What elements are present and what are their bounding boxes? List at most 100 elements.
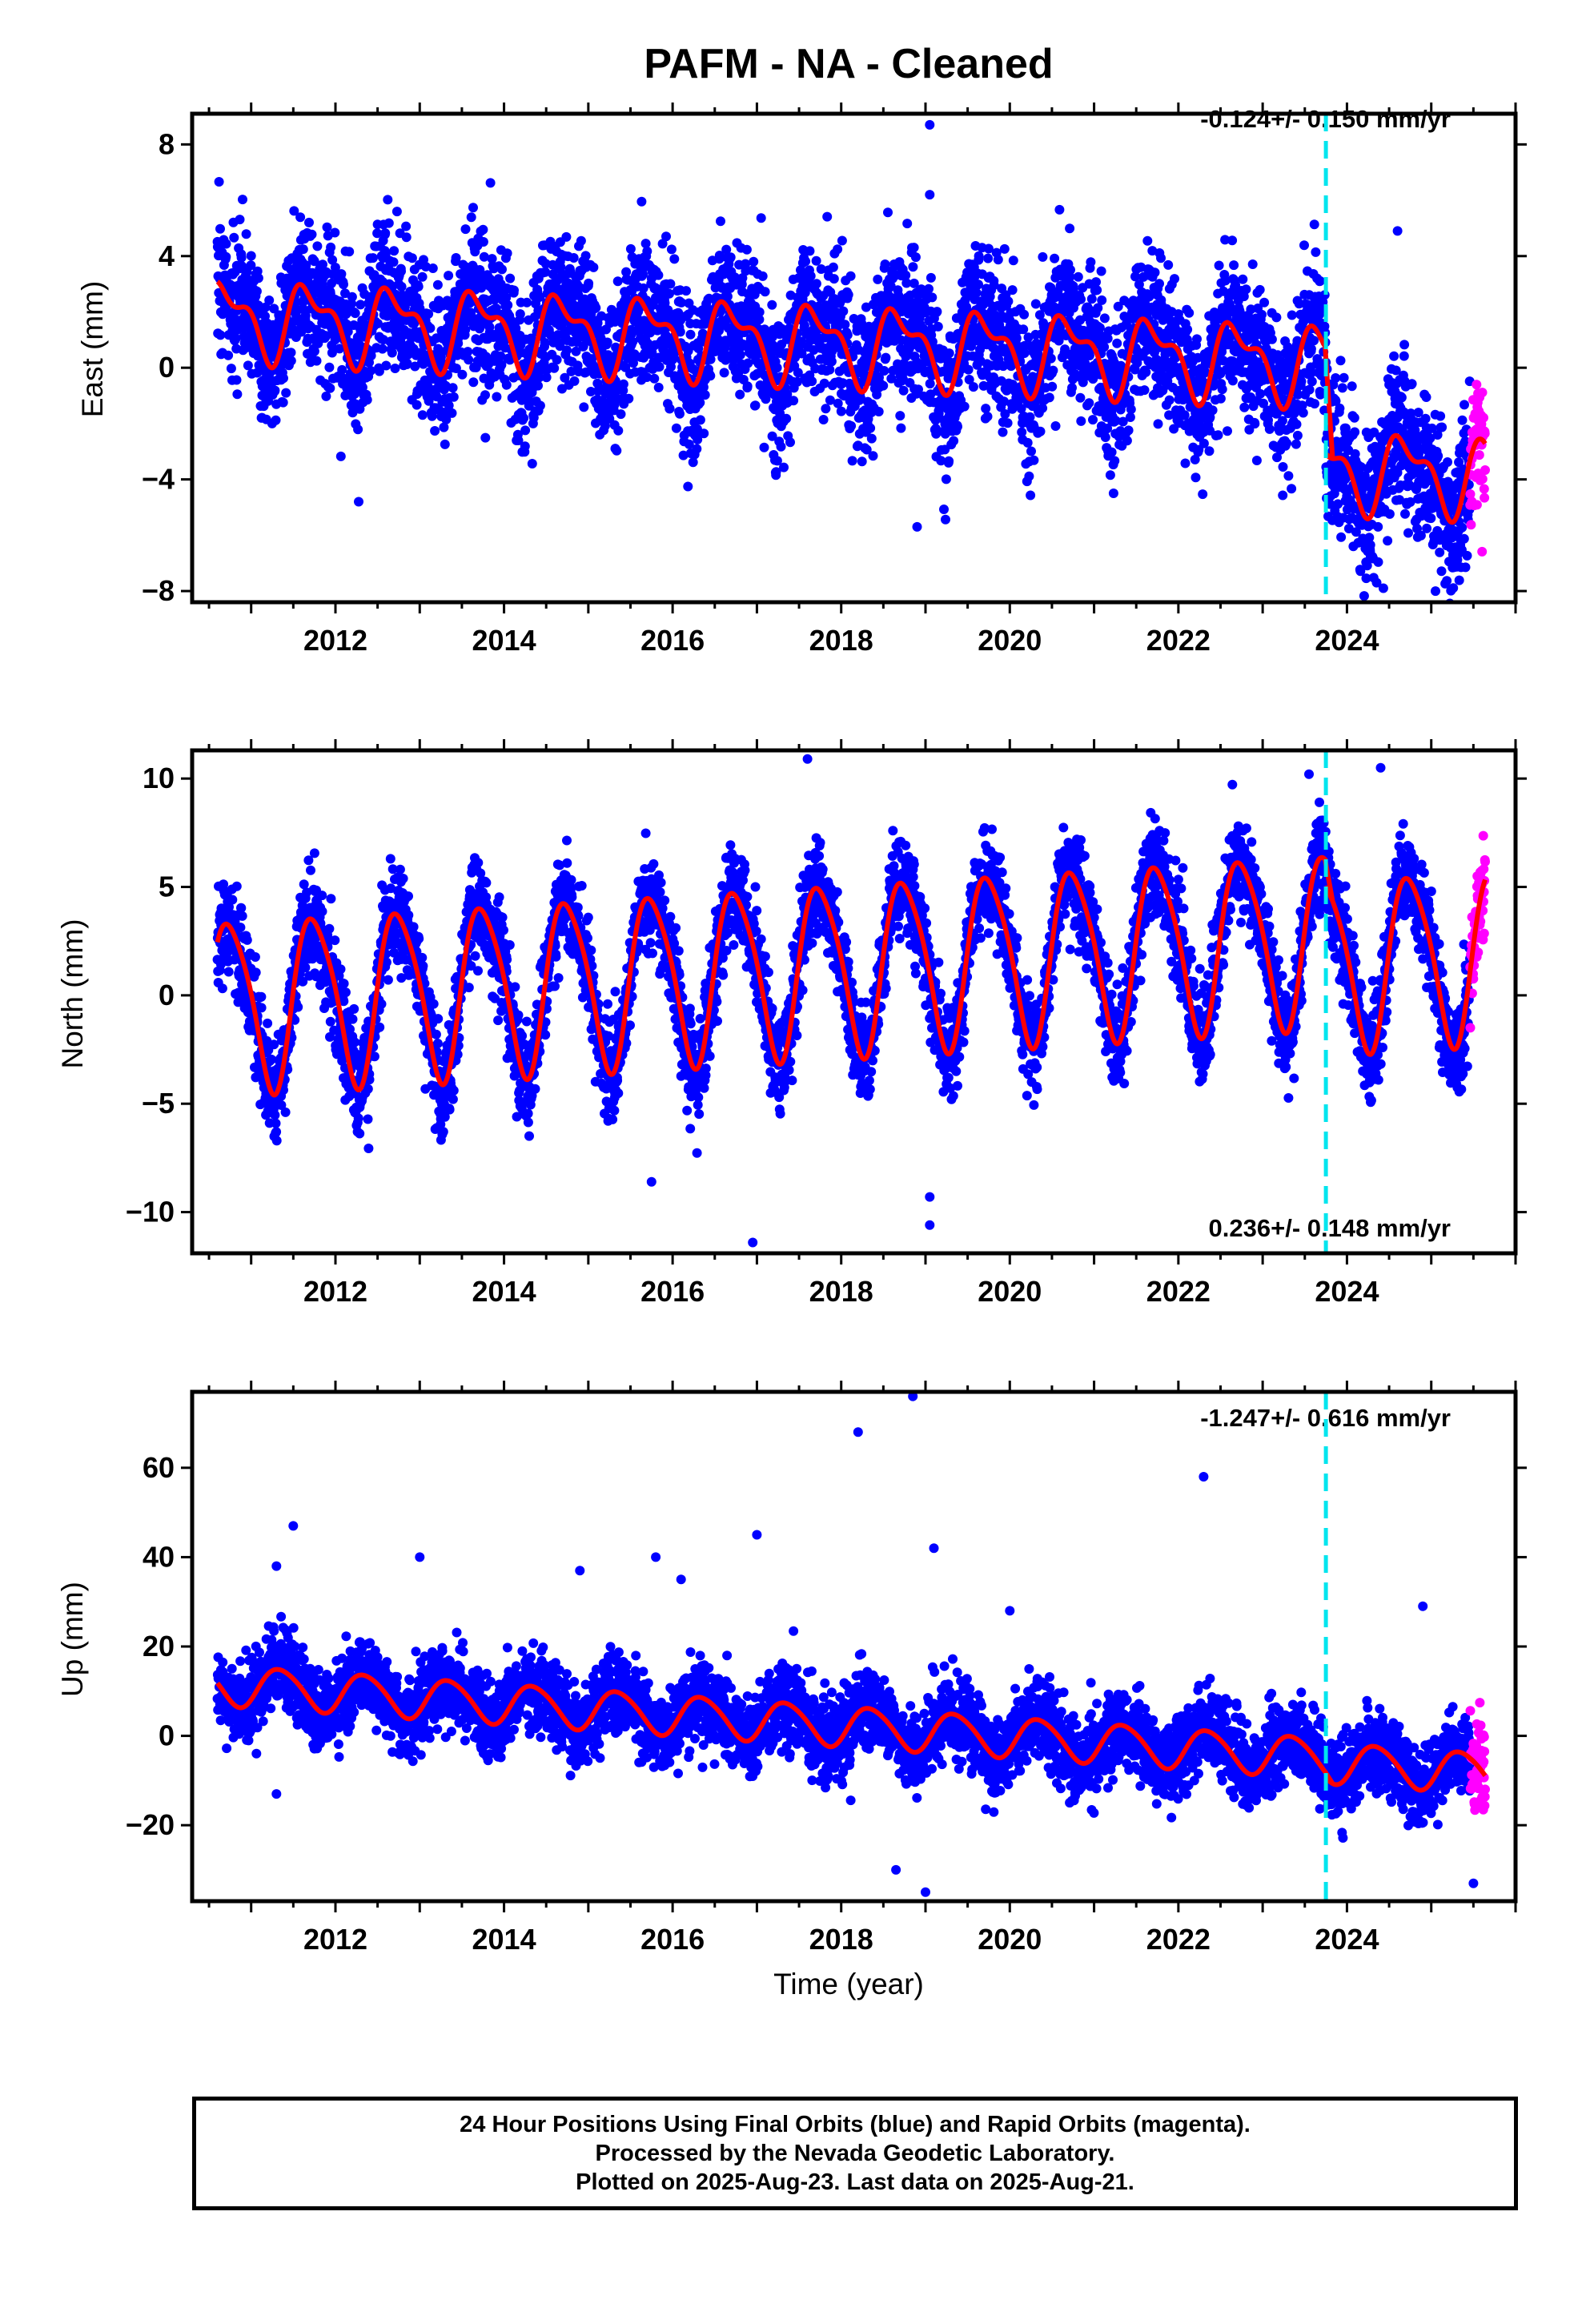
final-orbit-point <box>251 286 262 296</box>
final-orbit-point <box>254 360 264 371</box>
final-orbit-point <box>466 212 476 223</box>
final-orbit-point <box>1112 338 1122 348</box>
final-orbit-point <box>535 400 545 411</box>
final-orbit-point <box>344 247 355 257</box>
final-orbit-point <box>468 203 478 213</box>
final-orbit-point <box>671 423 681 433</box>
final-orbit-point <box>309 256 319 267</box>
final-orbit-point <box>562 345 572 356</box>
final-orbit-point <box>1008 255 1018 266</box>
final-orbit-point <box>1092 285 1102 296</box>
final-orbit-point <box>716 216 725 227</box>
final-orbit-point <box>666 244 677 255</box>
final-orbit-point <box>902 219 913 229</box>
final-orbit-point <box>735 350 745 360</box>
final-orbit-point <box>618 379 628 389</box>
final-orbit-point <box>372 228 383 239</box>
final-orbit-point <box>653 270 664 280</box>
final-orbit-point <box>1304 384 1315 395</box>
final-orbit-point <box>286 356 296 366</box>
final-orbit-point <box>722 292 733 302</box>
final-orbit-point <box>636 196 647 207</box>
final-orbit-point <box>1073 271 1083 282</box>
final-orbit-point <box>428 263 438 273</box>
final-orbit-point <box>908 262 918 272</box>
final-orbit-point <box>588 262 599 272</box>
final-orbit-point <box>785 437 795 448</box>
final-orbit-point <box>231 375 242 385</box>
final-orbit-point <box>412 400 422 410</box>
final-orbit-point <box>1123 425 1134 436</box>
final-orbit-point <box>1403 528 1413 538</box>
final-orbit-point <box>819 378 829 388</box>
final-orbit-point <box>968 382 978 392</box>
final-orbit-point <box>580 251 591 261</box>
final-orbit-point <box>520 425 531 436</box>
final-orbit-point <box>407 253 417 263</box>
final-orbit-point <box>789 396 799 406</box>
final-orbit-point <box>1250 419 1260 429</box>
final-orbit-point <box>312 241 323 251</box>
final-orbit-point <box>1182 324 1193 335</box>
final-orbit-point <box>999 243 1010 254</box>
final-orbit-point <box>829 274 839 284</box>
final-orbit-point <box>1065 223 1075 234</box>
final-orbit-point <box>865 423 876 433</box>
final-orbit-point <box>448 392 459 402</box>
final-orbit-point <box>799 320 809 331</box>
final-orbit-point <box>612 276 623 287</box>
final-orbit-point <box>1299 240 1309 251</box>
final-orbit-point <box>625 243 636 254</box>
final-orbit-point <box>215 330 226 340</box>
final-orbit-point <box>1091 277 1101 287</box>
final-orbit-point <box>685 329 696 340</box>
final-orbit-point <box>805 246 815 256</box>
final-orbit-point <box>1399 340 1410 350</box>
final-orbit-point <box>963 364 974 375</box>
final-orbit-point <box>1309 219 1319 230</box>
final-orbit-point <box>1204 446 1215 456</box>
chart-title: PAFM - NA - Cleaned <box>644 41 1053 87</box>
final-orbit-point <box>896 423 906 433</box>
final-orbit-point <box>533 380 543 391</box>
final-orbit-point <box>1047 381 1058 392</box>
final-orbit-point <box>998 427 1008 437</box>
final-orbit-point <box>1011 333 1022 344</box>
final-orbit-point <box>1229 260 1239 271</box>
final-orbit-point <box>355 300 366 310</box>
final-orbit-point <box>1050 421 1061 431</box>
final-orbit-point <box>654 362 665 372</box>
final-orbit-point <box>1259 297 1270 308</box>
final-orbit-point <box>993 255 1003 265</box>
final-orbit-point <box>1099 342 1110 352</box>
final-orbit-point <box>683 481 693 492</box>
final-orbit-point <box>821 404 831 414</box>
final-orbit-point <box>811 279 821 289</box>
final-orbit-point <box>756 213 766 223</box>
final-orbit-point <box>447 408 457 418</box>
final-orbit-point <box>866 433 877 444</box>
final-orbit-point <box>289 206 299 216</box>
final-orbit-point <box>1307 376 1317 387</box>
final-orbit-point <box>705 371 716 381</box>
final-orbit-point <box>309 346 319 356</box>
final-orbit-point <box>909 243 919 253</box>
final-orbit-point <box>1396 392 1407 403</box>
final-orbit-point <box>1126 404 1136 415</box>
final-orbit-point <box>396 282 407 292</box>
final-orbit-point <box>1150 267 1160 278</box>
final-orbit-point <box>1331 373 1341 383</box>
final-orbit-point <box>440 439 450 449</box>
final-orbit-point <box>236 252 247 263</box>
final-orbit-point <box>1035 426 1046 436</box>
east-axis-label: East (mm) <box>76 281 109 418</box>
final-orbit-point <box>246 251 256 261</box>
final-orbit-point <box>944 348 954 359</box>
final-orbit-point <box>949 436 959 446</box>
final-orbit-point <box>742 381 753 392</box>
final-orbit-point <box>833 244 843 255</box>
final-orbit-point <box>1191 472 1201 483</box>
final-orbit-point <box>1046 353 1056 364</box>
final-orbit-point <box>1283 471 1294 481</box>
final-orbit-point <box>642 246 652 256</box>
